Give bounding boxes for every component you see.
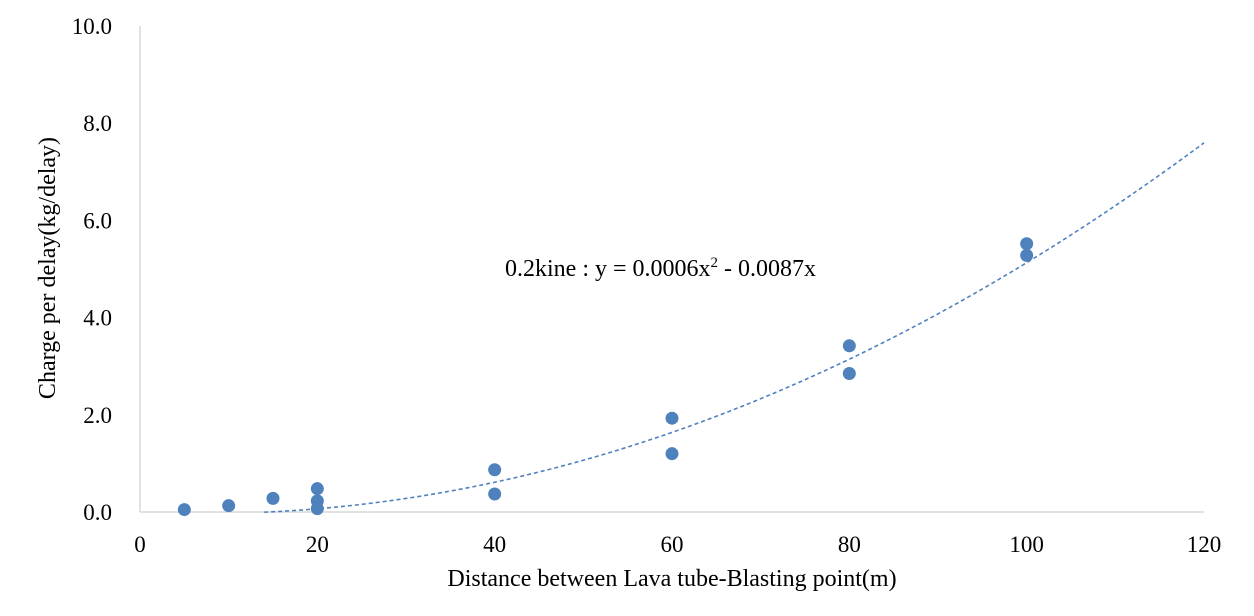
x-tick-label: 120 — [1187, 532, 1222, 557]
x-axis-title: Distance between Lava tube-Blasting poin… — [447, 566, 896, 592]
data-point — [488, 487, 502, 501]
data-point — [266, 491, 280, 505]
data-point — [488, 463, 502, 477]
y-tick-label: 4.0 — [83, 306, 112, 331]
data-point — [222, 499, 236, 513]
y-axis-title: Charge per delay(kg/delay) — [35, 137, 61, 399]
data-point — [310, 502, 324, 516]
data-point — [1020, 248, 1034, 262]
x-tick-labels: 0 20 40 60 80 100 120 — [134, 532, 1221, 557]
y-tick-label: 0.0 — [83, 500, 112, 525]
equation-exponent: 2 — [711, 255, 719, 271]
x-tick-label: 100 — [1009, 532, 1044, 557]
data-point — [310, 482, 324, 496]
y-tick-label: 2.0 — [83, 403, 112, 428]
data-point — [177, 503, 191, 517]
y-tick-label: 8.0 — [83, 111, 112, 136]
trendline-equation: 0.2kine : y = 0.0006x2 - 0.0087x — [505, 255, 816, 282]
trendline — [264, 142, 1205, 513]
data-point — [842, 366, 856, 380]
x-tick-label: 60 — [661, 532, 684, 557]
x-tick-label: 80 — [838, 532, 861, 557]
y-tick-labels: 0.0 2.0 4.0 6.0 8.0 10.0 — [72, 14, 112, 525]
equation-suffix: - 0.0087x — [718, 256, 816, 282]
data-points — [177, 237, 1034, 517]
data-point — [665, 411, 679, 425]
y-tick-label: 10.0 — [72, 14, 112, 39]
x-tick-label: 40 — [483, 532, 506, 557]
equation-prefix: 0.2kine : y = 0.0006x — [505, 256, 711, 282]
x-tick-label: 0 — [134, 532, 146, 557]
data-point — [842, 339, 856, 353]
data-point — [665, 447, 679, 461]
x-tick-label: 20 — [306, 532, 329, 557]
data-point — [1020, 237, 1034, 251]
y-tick-label: 6.0 — [83, 208, 112, 233]
